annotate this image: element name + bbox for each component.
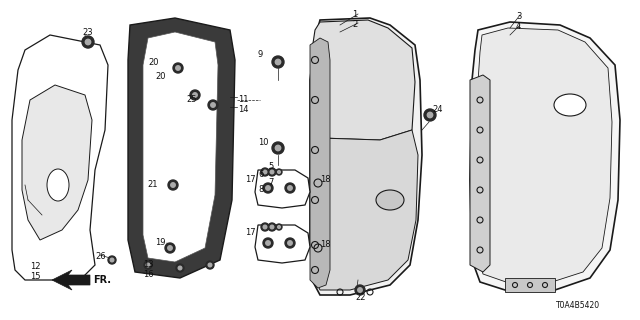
Circle shape [355, 285, 365, 295]
Circle shape [268, 223, 276, 231]
Polygon shape [12, 35, 108, 280]
Circle shape [278, 171, 280, 173]
Circle shape [288, 186, 292, 190]
Circle shape [276, 224, 282, 230]
Circle shape [108, 256, 116, 264]
Text: 25: 25 [186, 95, 196, 104]
Circle shape [261, 168, 269, 176]
Text: 17: 17 [245, 175, 255, 184]
Text: 20: 20 [148, 58, 159, 67]
Text: 24: 24 [432, 105, 442, 114]
Circle shape [146, 263, 150, 267]
Polygon shape [470, 75, 490, 272]
Text: 13: 13 [143, 260, 154, 269]
Text: 7: 7 [268, 178, 273, 187]
Circle shape [208, 100, 218, 110]
Polygon shape [470, 22, 620, 290]
Circle shape [211, 103, 215, 107]
Ellipse shape [47, 169, 69, 201]
Polygon shape [143, 32, 218, 262]
Text: 3: 3 [516, 12, 522, 21]
Text: 21: 21 [147, 180, 157, 189]
Circle shape [176, 264, 184, 272]
Circle shape [288, 241, 292, 245]
Text: 15: 15 [30, 272, 40, 281]
Circle shape [85, 39, 91, 45]
Polygon shape [310, 18, 422, 295]
Polygon shape [476, 28, 612, 282]
Circle shape [275, 145, 281, 151]
Text: 20: 20 [155, 72, 166, 81]
Text: 19: 19 [155, 238, 166, 247]
Text: FR.: FR. [93, 275, 111, 285]
Circle shape [144, 261, 152, 269]
Circle shape [193, 93, 197, 97]
Circle shape [276, 169, 282, 175]
Text: 17: 17 [245, 228, 255, 237]
Circle shape [270, 225, 274, 229]
Polygon shape [52, 270, 90, 290]
Circle shape [268, 168, 276, 176]
Circle shape [190, 90, 200, 100]
Circle shape [272, 56, 284, 68]
Circle shape [278, 226, 280, 228]
Circle shape [285, 183, 295, 193]
Polygon shape [312, 130, 418, 290]
Text: 12: 12 [30, 262, 40, 271]
Text: 6: 6 [258, 170, 264, 179]
Text: 26: 26 [95, 252, 106, 261]
Polygon shape [128, 18, 235, 278]
Text: 10: 10 [258, 138, 269, 147]
Circle shape [275, 59, 281, 65]
Circle shape [424, 109, 436, 121]
Circle shape [176, 66, 180, 70]
Polygon shape [22, 85, 92, 240]
Text: 9: 9 [258, 50, 263, 59]
Text: 2: 2 [352, 20, 357, 29]
Circle shape [261, 223, 269, 231]
Circle shape [358, 288, 362, 292]
Text: 1: 1 [352, 10, 357, 19]
Ellipse shape [554, 94, 586, 116]
Text: 5: 5 [268, 162, 273, 171]
Circle shape [428, 112, 433, 118]
Ellipse shape [376, 190, 404, 210]
Circle shape [263, 183, 273, 193]
Text: 8: 8 [258, 185, 264, 194]
Circle shape [263, 225, 267, 229]
Text: 18: 18 [320, 240, 331, 249]
Text: T0A4B5420: T0A4B5420 [556, 301, 600, 310]
Text: 18: 18 [320, 175, 331, 184]
Circle shape [266, 186, 270, 190]
Circle shape [178, 266, 182, 270]
Text: 14: 14 [238, 105, 248, 114]
Polygon shape [310, 38, 330, 288]
Circle shape [285, 238, 295, 248]
Circle shape [208, 263, 212, 267]
Text: 11: 11 [238, 95, 248, 104]
Circle shape [110, 258, 114, 262]
Circle shape [165, 243, 175, 253]
Circle shape [168, 246, 172, 250]
Circle shape [173, 63, 183, 73]
Circle shape [206, 261, 214, 269]
Circle shape [168, 180, 178, 190]
Circle shape [171, 183, 175, 187]
Polygon shape [255, 170, 310, 208]
Polygon shape [505, 278, 555, 292]
Circle shape [263, 238, 273, 248]
Circle shape [263, 170, 267, 174]
Circle shape [272, 142, 284, 154]
Circle shape [266, 241, 270, 245]
Text: 22: 22 [355, 293, 365, 302]
Text: 23: 23 [82, 28, 93, 37]
Circle shape [270, 170, 274, 174]
Polygon shape [312, 20, 415, 140]
Text: 4: 4 [516, 22, 521, 31]
Circle shape [82, 36, 94, 48]
Polygon shape [255, 225, 310, 263]
Text: 16: 16 [143, 270, 154, 279]
